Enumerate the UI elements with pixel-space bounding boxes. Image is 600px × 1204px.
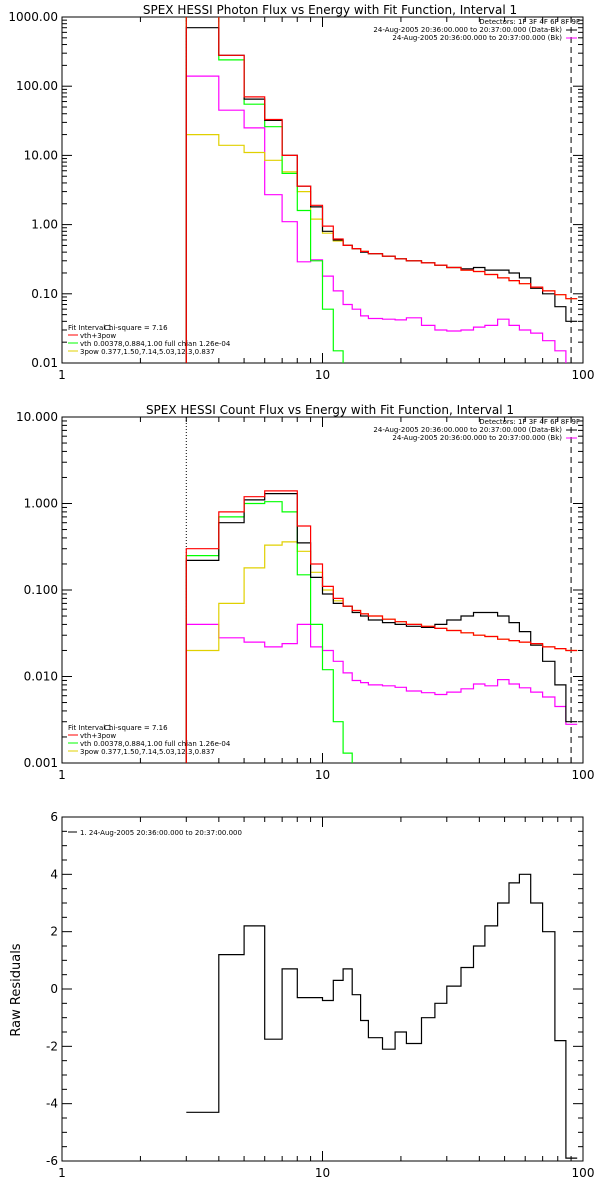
power-law-component-histogram [185,134,578,363]
count-data-interval-text: 24-Aug-2005 20:36:00.000 to 20:37:00.000… [373,426,562,434]
y-tick-label: 6 [50,810,58,824]
photon-bk-interval-text: 24-Aug-2005 20:36:00.000 to 20:37:00.000… [392,34,562,42]
count-detectors-text: Detectors: 1F 3F 4F 6F 8F 9F [479,418,580,426]
count-fit-interval-text: Fit Interval 1 [68,724,112,732]
y-tick-label: 1.000 [24,497,58,511]
y-tick-label: 0.010 [24,670,58,684]
y-tick-label: -6 [46,1154,58,1168]
photon-fit-interval-text: Fit Interval 1 [68,324,112,332]
count-flux-title: SPEX HESSI Count Flux vs Energy with Fit… [146,403,514,417]
data-histogram [185,493,578,763]
photon-detectors-text: Detectors: 1F 3F 4F 6F 8F 9F [479,18,580,26]
x-tick-label: 100 [572,768,595,782]
photon-data-interval-text: 24-Aug-2005 20:36:00.000 to 20:37:00.000… [373,26,562,34]
y-tick-label: -4 [46,1097,58,1111]
y-tick-label: 100.00 [16,79,58,93]
x-tick-label: 10 [315,768,330,782]
x-tick-label: 10 [315,368,330,382]
x-tick-label: 1 [58,768,66,782]
y-tick-label: 10.000 [16,410,58,424]
background-histogram [185,75,567,363]
x-tick-label: 1 [58,1166,66,1180]
thermal-component-histogram [185,501,353,763]
thermal-component-histogram [185,17,344,363]
count-fit-line-1: vth+3pow [80,732,116,740]
x-tick-label: 10 [315,1166,330,1180]
residuals-panel: 1. 24-Aug-2005 20:36:00.000 to 20:37:00.… [9,810,594,1180]
count-chi-text: Chi-square = 7.16 [104,724,168,732]
y-tick-label: 0.001 [24,756,58,770]
data-histogram [186,873,578,1159]
y-tick-label: -2 [46,1039,58,1053]
total-fit-histogram [185,17,578,363]
photon-fit-line-3: 3pow 0.377,1.50,7.14,5.03,12.3,0.837 [80,348,215,356]
y-tick-label: 0.01 [31,356,58,370]
y-tick-label: 4 [50,867,58,881]
count-fit-line-2: vth 0.00378,0.884,1.00 full chian 1.26e-… [80,740,231,748]
y-tick-label: 1000.00 [8,10,58,24]
y-tick-label: 1.00 [31,218,58,232]
photon-flux-title: SPEX HESSI Photon Flux vs Energy with Fi… [143,3,517,17]
photon-chi-text: Chi-square = 7.16 [104,324,168,332]
data-histogram [185,27,578,363]
count-bk-interval-text: 24-Aug-2005 20:36:00.000 to 20:37:00.000… [392,434,562,442]
y-tick-label: 2 [50,925,58,939]
plot-frame [61,816,584,1162]
power-law-component-histogram [185,541,578,763]
photon-flux-panel: SPEX HESSI Photon Flux vs Energy with Fi… [8,3,595,382]
count-fit-line-3: 3pow 0.377,1.50,7.14,5.03,12.3,0.837 [80,748,215,756]
y-tick-label: 0.10 [31,287,58,301]
plot-frame [61,16,584,364]
photon-fit-line-2: vth 0.00378,0.884,1.00 full chian 1.26e-… [80,340,231,348]
total-fit-histogram [185,490,578,763]
background-histogram [185,623,578,763]
y-tick-label: 0 [50,982,58,996]
y-tick-label: 10.00 [24,148,58,162]
y-tick-label: 0.100 [24,583,58,597]
residuals-legend-text: 1. 24-Aug-2005 20:36:00.000 to 20:37:00.… [80,829,242,837]
photon-fit-line-1: vth+3pow [80,332,116,340]
count-flux-panel: SPEX HESSI Count Flux vs Energy with Fit… [16,403,595,782]
x-tick-label: 1 [58,368,66,382]
x-tick-label: 100 [572,1166,595,1180]
residuals-ylabel: Raw Residuals [9,943,24,1036]
x-tick-label: 100 [572,368,595,382]
